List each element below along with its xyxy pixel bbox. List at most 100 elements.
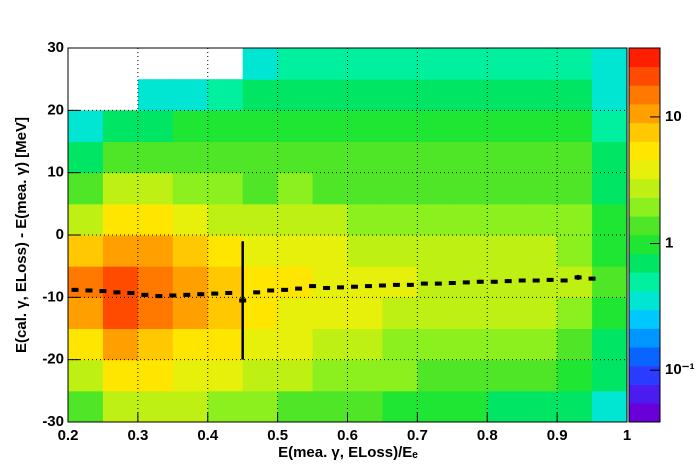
heatmap-cell: [417, 297, 453, 329]
heatmap-cell: [452, 141, 488, 174]
x-tick-label: 0.3: [127, 427, 148, 444]
heatmap-cell: [452, 48, 488, 80]
heatmap-cell: [382, 328, 418, 361]
heatmap-cell: [102, 235, 139, 267]
heatmap-cell: [277, 390, 314, 423]
heatmap-cell: [68, 390, 104, 423]
heatmap-cell: [417, 390, 453, 423]
heatmap-cell: [522, 172, 558, 205]
profile-point: [155, 294, 163, 299]
heatmap-cell: [242, 79, 279, 111]
heatmap-cell: [277, 172, 314, 205]
colorbar-tick-label: 10⁻¹: [665, 361, 695, 378]
heatmap-cell: [277, 48, 314, 80]
heatmap-cell: [452, 110, 488, 142]
heatmap-cell: [522, 359, 558, 392]
heatmap-cell: [277, 359, 314, 392]
heatmap-cell: [277, 141, 314, 174]
heatmap-cell: [522, 328, 558, 361]
heatmap-cell: [207, 172, 244, 205]
heatmap-cell: [172, 297, 209, 329]
heatmap-cell: [592, 110, 628, 142]
profile-point: [462, 280, 470, 285]
profile-point: [225, 290, 233, 295]
profile-point: [239, 298, 247, 303]
profile-point: [197, 292, 205, 297]
heatmap-cell: [172, 110, 209, 142]
heatmap-cell: [382, 48, 418, 80]
heatmap-cell: [592, 297, 628, 329]
heatmap-cell: [347, 172, 383, 205]
heatmap-cell: [417, 48, 453, 80]
profile-point: [141, 292, 149, 297]
profile-point: [211, 291, 219, 296]
heatmap-cell: [347, 390, 383, 423]
heatmap-cell: [312, 48, 348, 80]
heatmap-cell: [242, 141, 279, 174]
heatmap-cell: [557, 328, 593, 361]
colorbar-band: [629, 141, 660, 161]
colorbar-band: [629, 122, 660, 142]
heatmap-cell: [68, 297, 104, 329]
colorbar-band: [629, 328, 660, 348]
heatmap-cell: [487, 172, 523, 205]
y-tick-label: 0: [56, 226, 64, 243]
heatmap-cell: [452, 328, 488, 361]
profile-point: [281, 287, 289, 292]
profile-point: [364, 284, 372, 289]
heatmap-cell: [522, 110, 558, 142]
heatmap-cell: [172, 390, 209, 423]
profile-point: [183, 292, 191, 297]
heatmap-cell: [277, 203, 314, 236]
heatmap-cell: [68, 235, 104, 267]
heatmap-cell: [557, 79, 593, 111]
profile-point: [588, 276, 596, 281]
heatmap-cell: [452, 359, 488, 392]
y-tick-label: -10: [42, 288, 64, 305]
heatmap-cell: [417, 203, 453, 236]
heatmap-cell: [172, 328, 209, 361]
heatmap-cell: [207, 328, 244, 361]
heatmap-cell: [557, 297, 593, 329]
heatmap-cell: [417, 172, 453, 205]
heatmap-cell: [487, 203, 523, 236]
profile-point: [532, 278, 540, 283]
heatmap-cell: [487, 359, 523, 392]
heatmap-cell: [242, 266, 279, 298]
heatmap-cell: [417, 141, 453, 174]
profile-point: [420, 281, 428, 286]
colorbar-band: [629, 403, 660, 423]
heatmap-cell: [312, 235, 348, 267]
heatmap-cell: [137, 203, 174, 236]
heatmap-cell: [242, 328, 279, 361]
profile-point: [337, 285, 345, 290]
colorbar-band: [629, 48, 660, 67]
heatmap-cell: [137, 359, 174, 392]
x-tick-label: 0.5: [267, 427, 288, 444]
heatmap-cell: [347, 110, 383, 142]
profile-point: [476, 279, 484, 284]
heatmap-cell: [487, 48, 523, 80]
heatmap-cell: [242, 48, 279, 80]
heatmap-cell: [277, 328, 314, 361]
heatmap-cell: [347, 79, 383, 111]
profile-point: [71, 287, 79, 292]
heatmap-cell: [242, 172, 279, 205]
heatmap-cell: [102, 297, 139, 329]
colorbar-band: [629, 309, 660, 329]
heatmap-cell: [68, 359, 104, 392]
heatmap-cell: [137, 297, 174, 329]
heatmap-cell: [347, 297, 383, 329]
heatmap-cell: [557, 141, 593, 174]
heatmap-cell: [452, 203, 488, 236]
profile-point: [253, 290, 261, 295]
heatmap-cell: [207, 235, 244, 267]
heatmap-cell: [382, 141, 418, 174]
colorbar-band: [629, 178, 660, 198]
profile-point: [518, 278, 526, 283]
x-tick-label: 0.9: [547, 427, 568, 444]
heatmap-cell: [172, 172, 209, 205]
heatmap-cell: [347, 266, 383, 298]
y-axis-title: E(cal. γ, ELoss) - E(mea. γ) [MeV]: [13, 117, 30, 353]
